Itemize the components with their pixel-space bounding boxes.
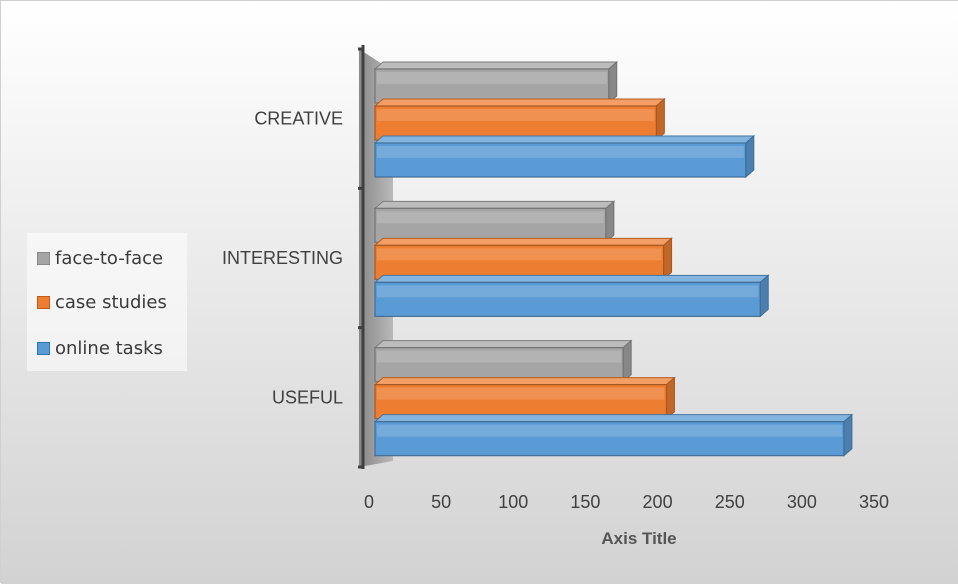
x-tick-label: 100 [498, 492, 528, 512]
bar-highlight [377, 72, 607, 84]
bar-top-online-tasks-creative [373, 135, 756, 144]
bar-online-tasks-useful [374, 421, 845, 457]
bar-case-studies-creative [374, 105, 657, 141]
x-tick-label: 350 [859, 492, 889, 512]
bar-end-online-tasks-creative [745, 134, 755, 179]
x-axis-title: Axis Title [601, 529, 676, 548]
bar-case-studies-interesting [374, 244, 665, 280]
category-label-creative: CREATIVE [254, 109, 343, 129]
bar-end-case-studies-creative [655, 97, 665, 142]
x-tick-label: 0 [364, 492, 374, 512]
legend-swatch-case-studies [37, 295, 50, 309]
bar-online-tasks-creative [374, 142, 747, 178]
bar-top-face-to-face-useful [373, 340, 633, 349]
bar-end-case-studies-interesting [663, 237, 673, 281]
bar-online-tasks-interesting [374, 281, 761, 317]
bar-highlight [377, 350, 622, 363]
bar-case-studies-useful [374, 384, 668, 420]
legend-swatch-online-tasks [37, 341, 50, 355]
bar-highlight [377, 109, 655, 121]
bar-end-case-studies-useful [665, 376, 675, 420]
legend-label-case-studies: case studies [55, 291, 167, 313]
bar-highlight [377, 387, 665, 400]
bar-top-case-studies-creative [373, 98, 666, 107]
bar-face-to-face-useful [374, 347, 624, 383]
bar-highlight [377, 146, 744, 158]
bar-highlight [377, 211, 604, 224]
bar-end-face-to-face-useful [622, 339, 632, 383]
bar-end-online-tasks-useful [843, 413, 853, 457]
bar-highlight [377, 248, 662, 261]
x-tick-label: 50 [431, 492, 451, 512]
x-tick-label: 150 [570, 492, 600, 512]
x-tick-label: 200 [643, 492, 673, 512]
bar-highlight [377, 285, 759, 298]
bar-end-face-to-face-interesting [605, 200, 615, 244]
legend-item-case-studies: case studies [37, 289, 167, 315]
bar-highlight [377, 424, 842, 437]
bar-face-to-face-interesting [374, 207, 607, 243]
bar-top-face-to-face-creative [373, 61, 619, 70]
legend-item-face-to-face: face-to-face [37, 245, 163, 271]
bar-top-case-studies-interesting [373, 237, 673, 246]
legend-item-online-tasks: online tasks [37, 335, 163, 361]
legend: face-to-face case studies online tasks [27, 233, 187, 371]
bar-top-online-tasks-useful [373, 414, 854, 423]
bar-end-online-tasks-interesting [759, 274, 769, 318]
category-label-useful: USEFUL [272, 387, 343, 407]
legend-label-face-to-face: face-to-face [55, 247, 164, 269]
category-label-interesting: INTERESTING [222, 248, 343, 268]
legend-swatch-face-to-face [37, 251, 50, 265]
bar-top-online-tasks-interesting [373, 274, 770, 283]
x-tick-label: 250 [715, 492, 745, 512]
bar-face-to-face-creative [374, 68, 610, 104]
bar-top-face-to-face-interesting [373, 200, 616, 209]
bar-end-face-to-face-creative [608, 60, 618, 105]
bar-top-case-studies-useful [373, 377, 676, 386]
legend-label-online-tasks: online tasks [55, 337, 163, 359]
x-tick-label: 300 [787, 492, 817, 512]
